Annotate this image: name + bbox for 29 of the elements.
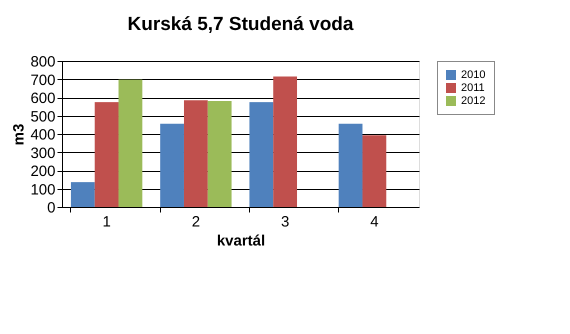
y-tick-label: 100 xyxy=(30,181,56,198)
y-tick-label: 800 xyxy=(30,54,56,70)
y-tick-label: 600 xyxy=(30,90,56,107)
x-tick-label: 2 xyxy=(192,214,200,230)
bar xyxy=(208,100,232,207)
bar xyxy=(338,124,362,207)
bar xyxy=(249,102,274,207)
y-tick-label: 300 xyxy=(30,144,56,162)
bar xyxy=(118,80,142,207)
bar xyxy=(362,135,386,207)
legend-label: 2010 xyxy=(461,69,486,81)
y-tick-label: 700 xyxy=(30,72,56,89)
bar xyxy=(184,100,208,207)
bar xyxy=(94,102,119,207)
bar xyxy=(160,124,184,207)
legend-label: 2011 xyxy=(461,82,485,94)
x-tick-label: 4 xyxy=(370,214,379,230)
legend-label: 2012 xyxy=(461,95,486,107)
y-tick-label: 500 xyxy=(30,108,56,126)
bar xyxy=(70,182,95,207)
bar xyxy=(273,76,298,207)
x-axis-title: kvartál xyxy=(216,232,266,250)
x-tick-label: 1 xyxy=(102,214,111,230)
y-tick-label: 200 xyxy=(30,163,56,180)
y-tick-label: 0 xyxy=(47,200,56,216)
x-tick-label: 3 xyxy=(280,214,290,230)
chart-title: Kurská 5,7 Studená voda xyxy=(128,14,354,35)
y-tick-label: 400 xyxy=(30,126,56,144)
y-axis-title: m3 xyxy=(10,124,28,146)
